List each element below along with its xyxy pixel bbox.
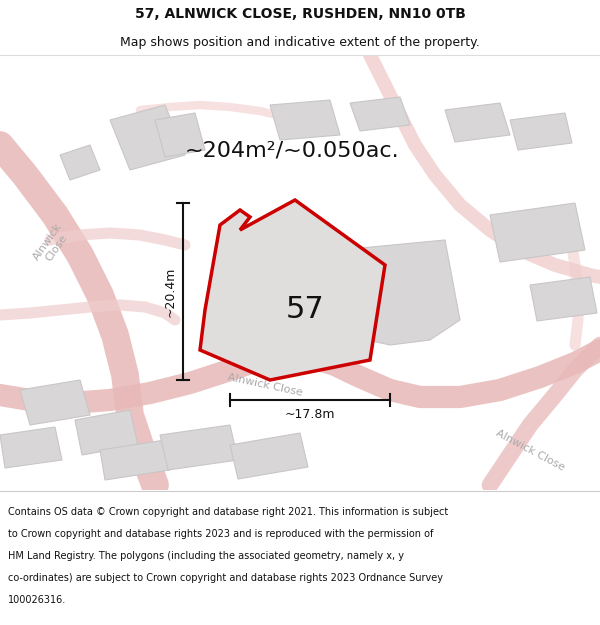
Polygon shape (510, 113, 572, 150)
Polygon shape (155, 113, 205, 157)
Polygon shape (490, 203, 585, 262)
Text: Alnwick
Close: Alnwick Close (31, 221, 73, 269)
Text: 100026316.: 100026316. (8, 595, 66, 605)
Polygon shape (270, 100, 340, 140)
Polygon shape (110, 105, 185, 170)
Polygon shape (100, 440, 170, 480)
Polygon shape (350, 97, 410, 131)
Text: ~17.8m: ~17.8m (285, 408, 335, 421)
Polygon shape (340, 240, 460, 345)
Text: HM Land Registry. The polygons (including the associated geometry, namely x, y: HM Land Registry. The polygons (includin… (8, 551, 404, 561)
Text: Alnwick Close: Alnwick Close (494, 428, 566, 472)
Polygon shape (230, 433, 308, 479)
Polygon shape (445, 103, 510, 142)
Text: Map shows position and indicative extent of the property.: Map shows position and indicative extent… (120, 36, 480, 49)
Text: 57: 57 (286, 296, 325, 324)
Polygon shape (530, 277, 597, 321)
Polygon shape (60, 145, 100, 180)
Text: co-ordinates) are subject to Crown copyright and database rights 2023 Ordnance S: co-ordinates) are subject to Crown copyr… (8, 573, 443, 583)
Text: to Crown copyright and database rights 2023 and is reproduced with the permissio: to Crown copyright and database rights 2… (8, 529, 433, 539)
Polygon shape (75, 410, 138, 455)
Polygon shape (0, 427, 62, 468)
Polygon shape (20, 380, 90, 425)
Text: ~204m²/~0.050ac.: ~204m²/~0.050ac. (185, 140, 400, 160)
Text: Alnwick Close: Alnwick Close (227, 372, 304, 398)
Text: 57, ALNWICK CLOSE, RUSHDEN, NN10 0TB: 57, ALNWICK CLOSE, RUSHDEN, NN10 0TB (134, 7, 466, 21)
Text: Contains OS data © Crown copyright and database right 2021. This information is : Contains OS data © Crown copyright and d… (8, 507, 448, 517)
Polygon shape (200, 200, 385, 380)
Polygon shape (160, 425, 238, 470)
Text: ~20.4m: ~20.4m (163, 266, 176, 317)
